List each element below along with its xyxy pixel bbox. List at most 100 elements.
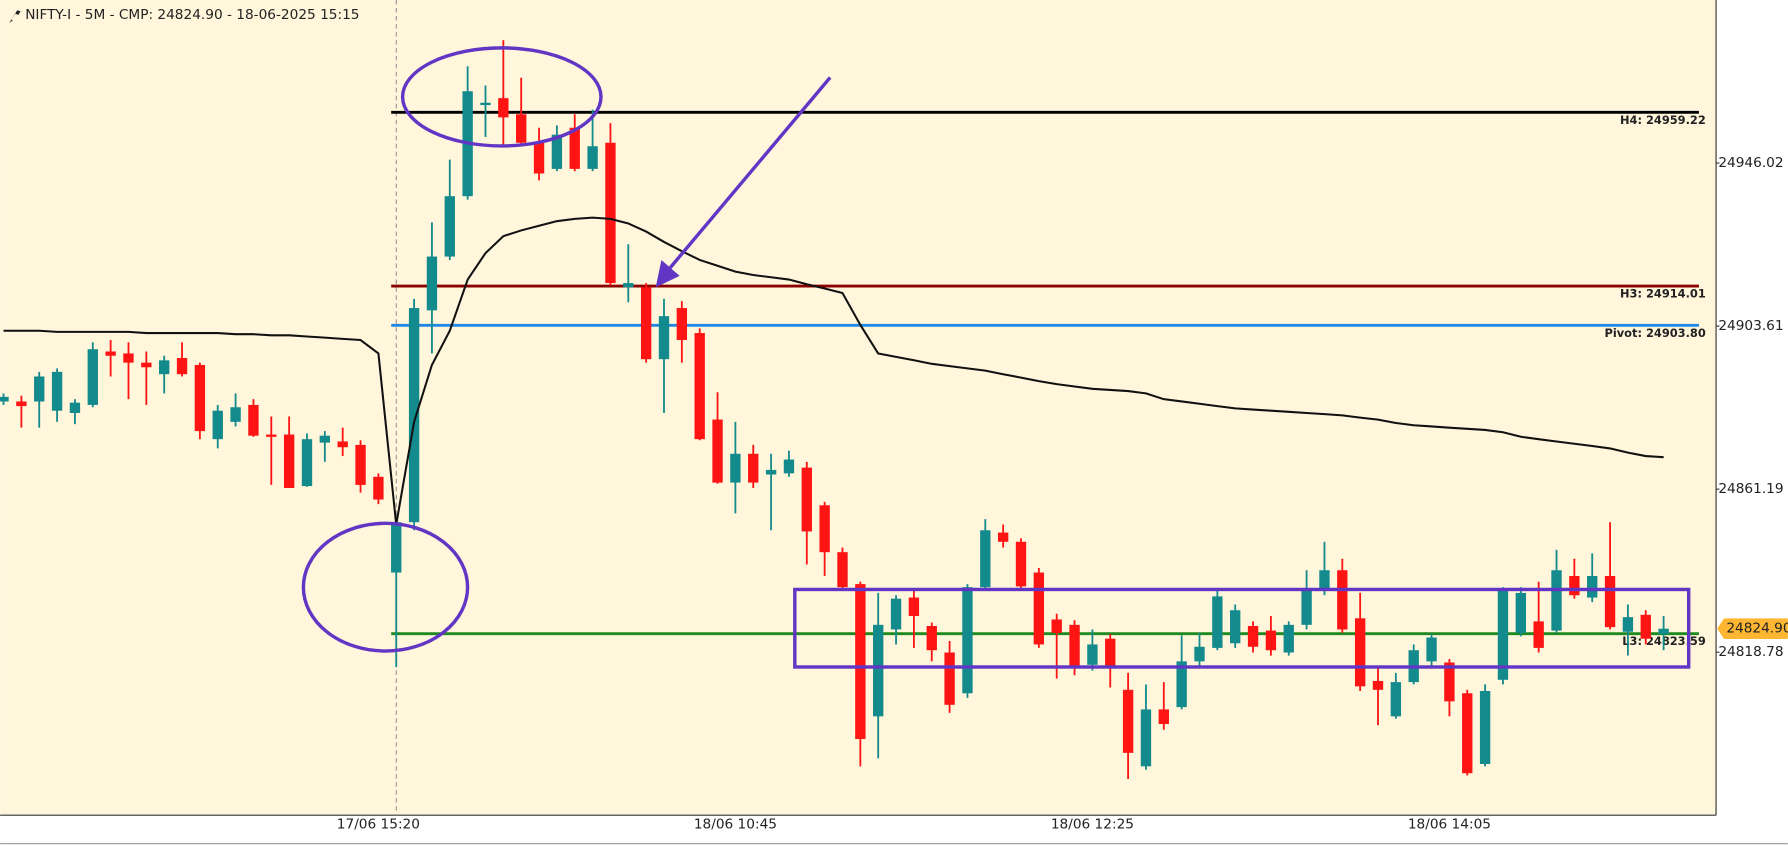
candle-body bbox=[230, 407, 241, 422]
candle-body bbox=[1033, 572, 1045, 645]
y-tick-label: 24861.19 bbox=[1718, 481, 1783, 497]
candle-body bbox=[694, 333, 705, 440]
candle-body bbox=[1247, 625, 1259, 647]
highlight-box bbox=[793, 587, 1691, 669]
candle-body bbox=[1337, 570, 1348, 630]
candle-body bbox=[1230, 610, 1241, 644]
y-tick-label: 24903.61 bbox=[1718, 318, 1783, 334]
candle-body bbox=[1658, 628, 1669, 635]
level-label: H3: 24914.01 bbox=[1620, 287, 1706, 301]
candle-body bbox=[1212, 596, 1223, 648]
average-line bbox=[3, 216, 1664, 525]
candle-body bbox=[176, 358, 188, 375]
candle-body bbox=[248, 404, 259, 436]
candle-body bbox=[337, 441, 348, 448]
candle-body bbox=[1051, 619, 1062, 633]
candle-body bbox=[1194, 646, 1205, 662]
candle-body bbox=[1283, 624, 1294, 653]
candle-body bbox=[926, 625, 937, 651]
price-marker-label: 24824.90 bbox=[1726, 621, 1788, 637]
chart-title: NIFTY-I - 5M - CMP: 24824.90 - 18-06-202… bbox=[25, 7, 359, 23]
candle-body bbox=[748, 453, 759, 483]
candle-body bbox=[444, 196, 455, 257]
annotations bbox=[301, 46, 1691, 669]
candle-body bbox=[908, 597, 920, 616]
candle-body bbox=[16, 401, 27, 407]
candle-body bbox=[212, 410, 223, 440]
candle-body bbox=[1372, 680, 1384, 690]
candle-body bbox=[623, 283, 634, 288]
y-tick-label: 24946.02 bbox=[1718, 155, 1783, 171]
candle-body bbox=[873, 624, 884, 717]
candle-body bbox=[301, 439, 313, 487]
candle-body bbox=[944, 652, 955, 705]
candle-body bbox=[498, 98, 509, 118]
candle-body bbox=[855, 584, 866, 740]
candle-body bbox=[890, 598, 902, 630]
candle-body bbox=[676, 308, 688, 340]
candle-body bbox=[1604, 576, 1616, 628]
candle-body bbox=[87, 349, 98, 405]
candle-body bbox=[373, 476, 384, 500]
candle-body bbox=[1319, 570, 1330, 590]
candle-body bbox=[123, 353, 134, 363]
candle-body bbox=[141, 362, 152, 368]
candle-body bbox=[1569, 576, 1580, 596]
plot: 24818.78 24861.19 24903.61 24946.02 17/06 15… bbox=[0, 40, 1784, 832]
x-tick-label: 18/06 12:25 bbox=[1051, 816, 1134, 832]
candle-body bbox=[1122, 689, 1134, 753]
candle-body bbox=[105, 351, 116, 356]
y-tick-label: 24818.78 bbox=[1718, 644, 1783, 660]
candle-body bbox=[69, 402, 81, 414]
candle-body bbox=[1015, 541, 1027, 587]
candle-body bbox=[1140, 709, 1152, 767]
candle-body bbox=[730, 453, 741, 483]
candle-body bbox=[391, 522, 402, 573]
candle-body bbox=[1479, 690, 1491, 765]
candle-body bbox=[0, 396, 9, 402]
x-tick-label: 17/06 15:20 bbox=[337, 816, 420, 832]
candle-body bbox=[1444, 662, 1455, 702]
candle-body bbox=[266, 434, 277, 437]
candle-body bbox=[1069, 624, 1080, 668]
candle-body bbox=[1462, 693, 1473, 774]
candle-body bbox=[533, 142, 545, 174]
candle-body bbox=[408, 308, 420, 523]
candle-body bbox=[551, 134, 563, 169]
candle-body bbox=[1176, 661, 1187, 708]
candle-body bbox=[1158, 709, 1169, 725]
candle-body bbox=[426, 256, 438, 311]
candle-body bbox=[712, 419, 723, 483]
price-marker bbox=[1717, 618, 1788, 639]
candle-body bbox=[355, 444, 366, 485]
x-tick-label: 18/06 10:45 bbox=[694, 816, 777, 832]
candle-body bbox=[783, 459, 795, 474]
candle-body bbox=[1640, 614, 1651, 639]
candle-body bbox=[962, 587, 973, 694]
wrench-icon bbox=[9, 10, 21, 23]
candle-body bbox=[1533, 621, 1544, 648]
candle-body bbox=[765, 469, 777, 475]
candle-body bbox=[837, 552, 848, 588]
level-label: H4: 24959.22 bbox=[1620, 113, 1706, 127]
candle-body bbox=[569, 127, 580, 169]
candle-body bbox=[1265, 630, 1277, 651]
candle-body bbox=[1515, 592, 1526, 633]
candle-body bbox=[1301, 588, 1312, 625]
candle-body bbox=[194, 364, 206, 432]
candle-body bbox=[1390, 682, 1402, 717]
arrow-head bbox=[655, 259, 680, 288]
candle-body bbox=[159, 360, 170, 375]
candle-body bbox=[587, 146, 598, 169]
candle-body bbox=[1105, 638, 1116, 668]
candle-body bbox=[516, 114, 527, 143]
candle-body bbox=[1587, 576, 1598, 598]
candle-body bbox=[819, 505, 830, 553]
candle-body bbox=[980, 530, 991, 588]
candle-body bbox=[1497, 590, 1509, 680]
candle-body bbox=[319, 435, 331, 443]
highlight-ellipse bbox=[301, 521, 470, 653]
candle-body bbox=[1087, 644, 1098, 665]
